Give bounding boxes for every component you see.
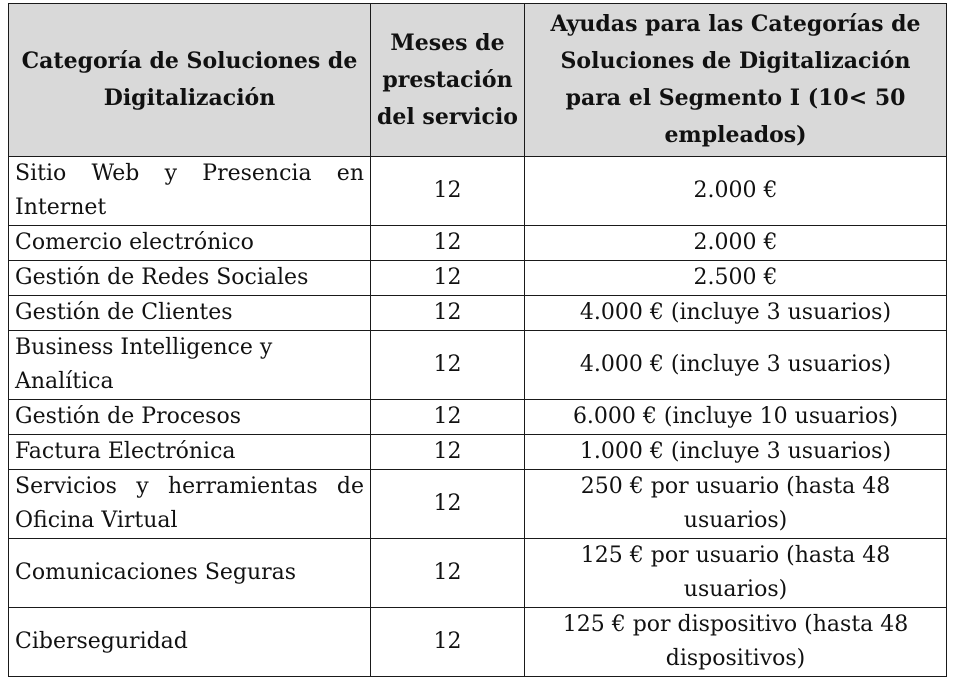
- table-row: Business Intelligence y Analítica 12 4.0…: [8, 330, 947, 400]
- row-category: Comunicaciones Seguras: [8, 538, 371, 608]
- row-months: 12: [370, 260, 525, 296]
- row-category: Sitio Web y Presencia en Internet: [8, 156, 371, 226]
- row-category: Servicios y herramientas de Oficina Virt…: [8, 469, 371, 539]
- row-aid: 125 € por dispositivo (hasta 48 disposit…: [524, 607, 947, 677]
- row-aid: 2.000 €: [524, 225, 947, 261]
- row-category: Comercio electrónico: [8, 225, 371, 261]
- row-aid: 6.000 € (incluye 10 usuarios): [524, 399, 947, 435]
- table-row: Comercio electrónico 12 2.000 €: [8, 225, 947, 261]
- row-category: Ciberseguridad: [8, 607, 371, 677]
- table-row: Gestión de Clientes 12 4.000 € (incluye …: [8, 295, 947, 331]
- row-aid: 4.000 € (incluye 3 usuarios): [524, 295, 947, 331]
- table-body: Sitio Web y Presencia en Internet 12 2.0…: [8, 156, 947, 677]
- row-months: 12: [370, 225, 525, 261]
- row-months: 12: [370, 469, 525, 539]
- row-aid: 250 € por usuario (hasta 48 usuarios): [524, 469, 947, 539]
- table-row: Comunicaciones Seguras 12 125 € por usua…: [8, 538, 947, 608]
- row-months: 12: [370, 607, 525, 677]
- row-category: Gestión de Redes Sociales: [8, 260, 371, 296]
- header-months: Meses de prestación del servicio: [370, 3, 525, 157]
- header-row: Categoría de Soluciones de Digitalizació…: [8, 3, 947, 157]
- row-months: 12: [370, 434, 525, 470]
- row-aid: 2.500 €: [524, 260, 947, 296]
- row-aid: 4.000 € (incluye 3 usuarios): [524, 330, 947, 400]
- row-category: Gestión de Procesos: [8, 399, 371, 435]
- table-row: Gestión de Procesos 12 6.000 € (incluye …: [8, 399, 947, 435]
- row-category: Business Intelligence y Analítica: [8, 330, 371, 400]
- row-months: 12: [370, 330, 525, 400]
- row-months: 12: [370, 538, 525, 608]
- row-aid: 125 € por usuario (hasta 48 usuarios): [524, 538, 947, 608]
- row-aid: 1.000 € (incluye 3 usuarios): [524, 434, 947, 470]
- table-header: Categoría de Soluciones de Digitalizació…: [8, 3, 947, 157]
- row-aid: 2.000 €: [524, 156, 947, 226]
- row-category: Factura Electrónica: [8, 434, 371, 470]
- row-category: Gestión de Clientes: [8, 295, 371, 331]
- row-months: 12: [370, 295, 525, 331]
- table-row: Servicios y herramientas de Oficina Virt…: [8, 469, 947, 539]
- digitalization-aid-table: Categoría de Soluciones de Digitalizació…: [8, 3, 947, 677]
- row-months: 12: [370, 156, 525, 226]
- table-row: Sitio Web y Presencia en Internet 12 2.0…: [8, 156, 947, 226]
- table-row: Ciberseguridad 12 125 € por dispositivo …: [8, 607, 947, 677]
- row-months: 12: [370, 399, 525, 435]
- table-row: Factura Electrónica 12 1.000 € (incluye …: [8, 434, 947, 470]
- header-aid: Ayudas para las Categorías de Soluciones…: [524, 3, 947, 157]
- header-category: Categoría de Soluciones de Digitalizació…: [8, 3, 371, 157]
- table-row: Gestión de Redes Sociales 12 2.500 €: [8, 260, 947, 296]
